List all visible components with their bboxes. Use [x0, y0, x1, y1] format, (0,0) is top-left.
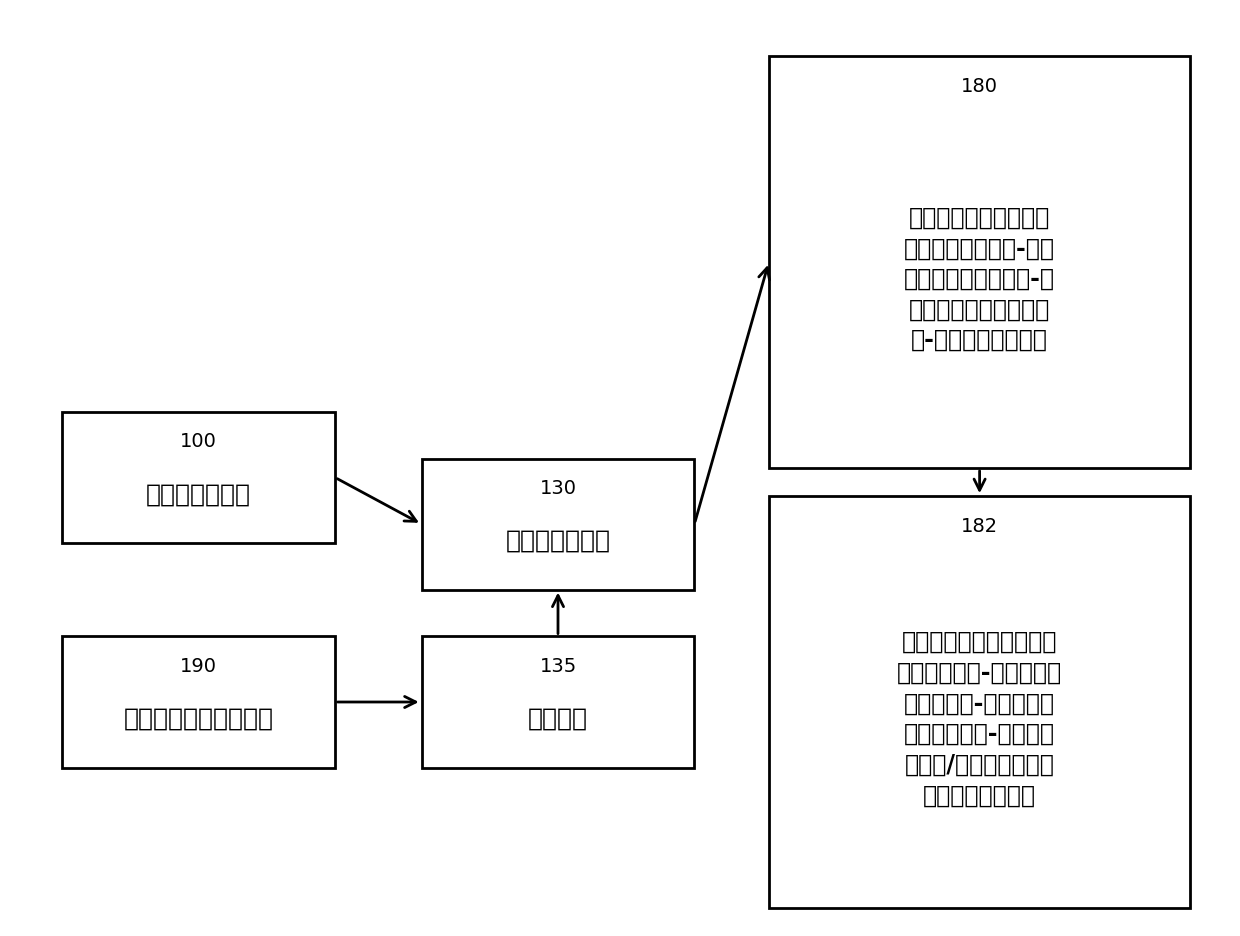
Bar: [422, 636, 694, 768]
Text: 使用治疗组合物敏感性谱
（例如噬菌体-宿主敏感性
谱、抗生素-宿主敏感性
谱、杀细菌剂-宿主敏感
性谱和/或组合的敏感性
谱）进行特征检测: 使用治疗组合物敏感性谱 （例如噬菌体-宿主敏感性 谱、抗生素-宿主敏感性 谱、杀…: [897, 630, 1063, 808]
Bar: [769, 56, 1190, 468]
Text: 拟合无监督模型: 拟合无监督模型: [506, 529, 610, 553]
Text: 135: 135: [539, 657, 577, 676]
Bar: [62, 412, 335, 543]
Text: 改进模型: 改进模型: [528, 707, 588, 731]
Text: 180: 180: [961, 77, 998, 95]
Text: 基因组序列数据: 基因组序列数据: [146, 482, 250, 506]
Bar: [422, 459, 694, 590]
Text: 130: 130: [539, 479, 577, 498]
Bar: [62, 636, 335, 768]
Bar: [769, 496, 1190, 908]
Text: 产生治疗组合物敏感性
序列（例如噬菌体-宿主
敏感性序列、抗生素-宿
主敏感性序列、杀细菌
剂-宿主敏感性序列）: 产生治疗组合物敏感性 序列（例如噬菌体-宿主 敏感性序列、抗生素-宿 主敏感性序…: [904, 206, 1055, 352]
Text: 另外的基因组序列数据: 另外的基因组序列数据: [124, 707, 273, 731]
Text: 100: 100: [180, 432, 217, 451]
Text: 182: 182: [961, 517, 998, 535]
Text: 190: 190: [180, 657, 217, 676]
